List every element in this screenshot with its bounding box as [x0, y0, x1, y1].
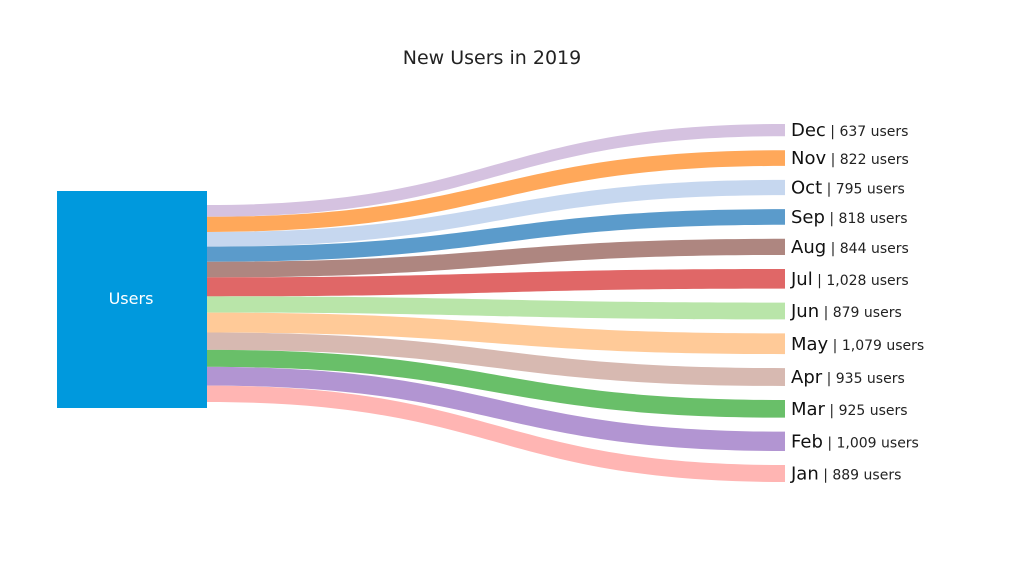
flow-label-may: May | 1,079 users [791, 334, 924, 355]
source-node-label: Users [109, 289, 154, 308]
flow-link-oct [207, 179, 785, 247]
flow-link-apr [207, 332, 785, 386]
flow-label-apr: Apr | 935 users [791, 367, 905, 388]
month-name: Sep [791, 207, 825, 228]
user-count: | 889 users [819, 467, 902, 483]
flow-link-mar [207, 349, 785, 418]
user-count: | 1,028 users [813, 273, 909, 289]
flow-link-feb [207, 366, 785, 451]
source-node: Users [57, 191, 207, 408]
user-count: | 844 users [826, 241, 909, 257]
flow-link-jan [207, 385, 785, 482]
month-name: Oct [791, 178, 822, 199]
flow-label-aug: Aug | 844 users [791, 237, 909, 258]
user-count: | 925 users [825, 403, 908, 419]
flow-label-sep: Sep | 818 users [791, 207, 908, 228]
flow-label-oct: Oct | 795 users [791, 178, 905, 199]
user-count: | 1,009 users [823, 435, 919, 451]
flow-label-jan: Jan | 889 users [790, 463, 901, 484]
user-count: | 822 users [826, 152, 909, 168]
flow-label-jul: Jul | 1,028 users [790, 269, 909, 290]
month-name: Jun [790, 301, 819, 322]
flow-link-dec [207, 124, 785, 217]
month-name: Mar [791, 399, 826, 420]
user-count: | 935 users [822, 371, 905, 387]
flow-links [207, 124, 785, 482]
flow-label-jun: Jun | 879 users [790, 301, 902, 322]
month-name: Dec [791, 120, 826, 141]
flow-link-sep [207, 209, 785, 262]
flow-link-jun [207, 296, 785, 320]
user-count: | 1,079 users [828, 338, 924, 354]
chart-title: New Users in 2019 [403, 47, 581, 69]
flow-link-may [207, 312, 785, 355]
month-name: Aug [791, 237, 826, 258]
month-name: Apr [791, 367, 823, 388]
flow-label-dec: Dec | 637 users [791, 120, 908, 141]
flow-label-nov: Nov | 822 users [791, 148, 909, 169]
flow-link-jul [207, 268, 785, 297]
flow-label-mar: Mar | 925 users [791, 399, 908, 420]
month-name: May [791, 334, 829, 355]
user-count: | 818 users [825, 211, 908, 227]
month-name: Jul [790, 269, 813, 290]
source-node-box [57, 191, 207, 408]
flow-link-nov [207, 150, 785, 232]
user-count: | 795 users [822, 182, 905, 198]
user-count: | 879 users [819, 305, 902, 321]
flow-label-feb: Feb | 1,009 users [791, 431, 919, 452]
flow-link-aug [207, 238, 785, 278]
month-name: Nov [791, 148, 826, 169]
user-count: | 637 users [826, 124, 909, 140]
month-name: Feb [791, 431, 823, 452]
month-name: Jan [790, 463, 819, 484]
